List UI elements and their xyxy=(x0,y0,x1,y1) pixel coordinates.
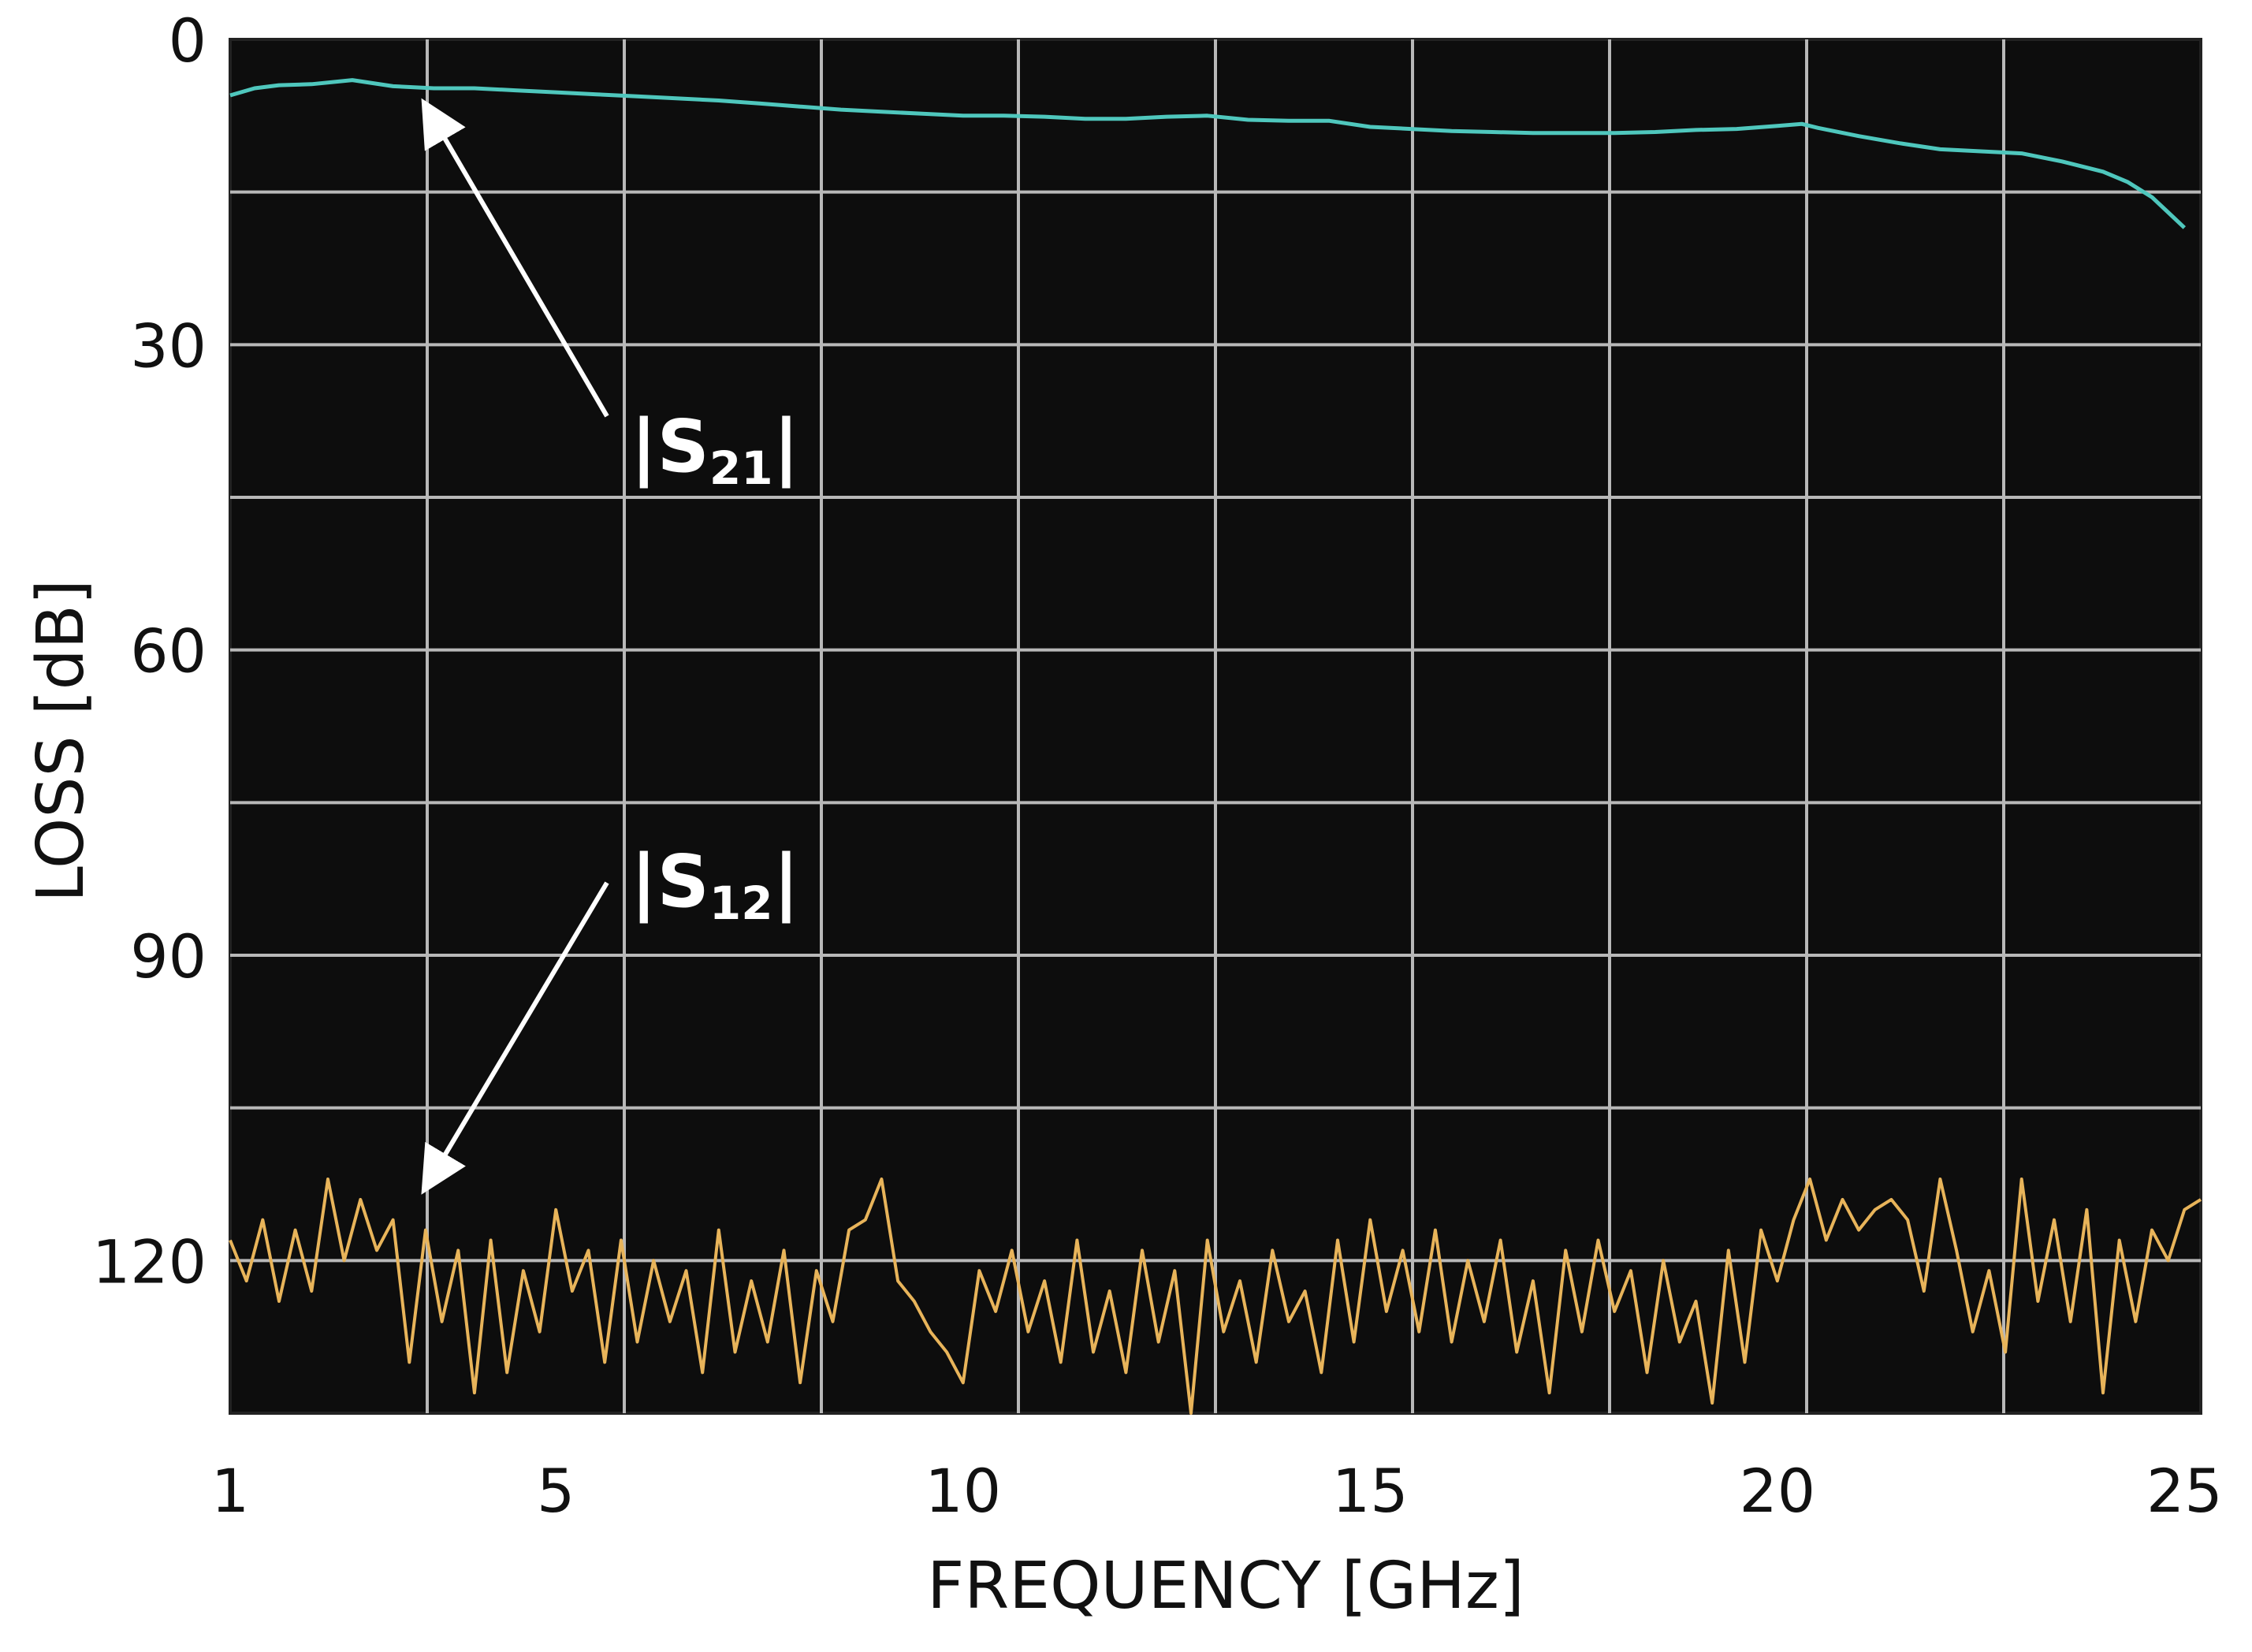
s21-trace xyxy=(229,78,2187,229)
s21-arrow xyxy=(421,98,609,418)
x-tick-label: 1 xyxy=(211,1456,249,1526)
x-tick-label: 25 xyxy=(2146,1456,2223,1526)
traces xyxy=(229,78,2202,1415)
x-tick-label: 10 xyxy=(925,1456,1001,1526)
y-tick-label: 30 xyxy=(130,311,207,381)
x-tick-label: 15 xyxy=(1332,1456,1409,1526)
y-tick-labels: 0 30 60 90 120 xyxy=(92,6,207,1297)
x-tick-label: 20 xyxy=(1739,1456,1815,1526)
y-tick-label: 0 xyxy=(169,6,207,76)
s12-arrow xyxy=(421,881,609,1195)
x-tick-labels: 1 5 10 15 20 25 xyxy=(211,1456,2223,1526)
x-axis-label: FREQUENCY [GHz] xyxy=(927,1549,1524,1624)
y-tick-label: 60 xyxy=(130,616,207,686)
s12-label: |S12| xyxy=(631,839,799,930)
y-tick-label: 90 xyxy=(130,921,207,992)
y-axis-label: LOSS [dB] xyxy=(24,579,99,902)
s12-trace xyxy=(229,1178,2202,1415)
y-tick-label: 120 xyxy=(92,1226,207,1297)
x-tick-label: 5 xyxy=(537,1456,575,1526)
annotations: |S21| |S12| xyxy=(421,98,799,1195)
s21-label: |S21| xyxy=(631,404,799,495)
